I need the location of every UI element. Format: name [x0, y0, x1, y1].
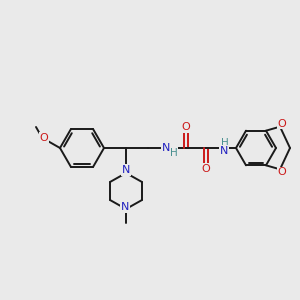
Text: N: N: [220, 146, 228, 156]
Text: H: H: [170, 148, 178, 158]
Text: N: N: [121, 202, 129, 212]
Text: O: O: [202, 164, 210, 174]
Text: N: N: [162, 143, 170, 153]
Text: N: N: [122, 165, 130, 175]
Text: H: H: [221, 138, 229, 148]
Text: O: O: [40, 133, 48, 143]
Text: O: O: [278, 167, 286, 177]
Text: O: O: [182, 122, 190, 132]
Text: O: O: [278, 119, 286, 129]
